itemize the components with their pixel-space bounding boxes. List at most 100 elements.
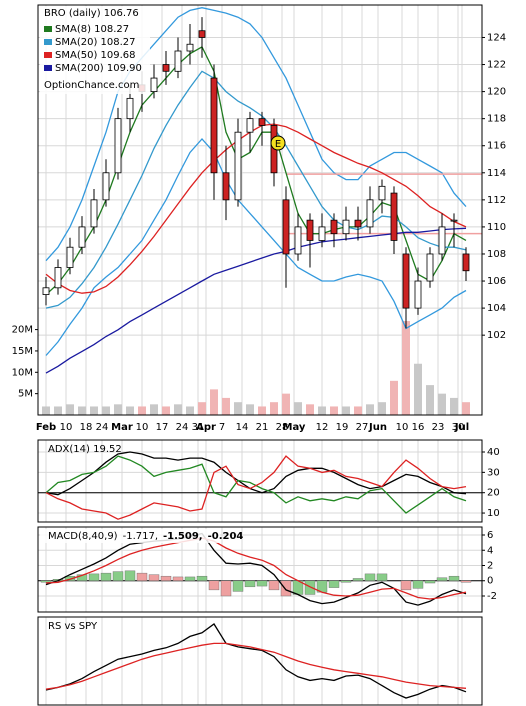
volume-bar: [258, 406, 266, 415]
candle-body: [114, 118, 122, 174]
x-tick-label: 23: [432, 422, 445, 433]
candle-body: [102, 172, 110, 201]
legend-label: SMA(50) 109.68: [55, 50, 136, 61]
volume-bar: [198, 402, 206, 415]
legend-swatch: [44, 26, 52, 32]
chart-title: BRO (daily) 106.76: [44, 8, 139, 19]
volume-bar: [294, 402, 302, 415]
bollinger-band: [45, 7, 467, 262]
histogram-bar: [280, 580, 292, 597]
x-tick-label: Apr: [196, 422, 216, 433]
histogram-bar: [124, 570, 136, 581]
candle-body: [294, 226, 302, 255]
volume-bar: [462, 402, 470, 415]
panel-frame: [37, 439, 483, 523]
y2-tick-label: 15M: [12, 346, 33, 357]
histogram-bar: [136, 572, 148, 581]
y-tick-label: 20: [487, 488, 500, 499]
volume-bar: [150, 404, 158, 415]
legend-swatch: [44, 65, 52, 71]
y-tick-label: 104: [487, 303, 506, 314]
event-marker: [270, 135, 286, 151]
legend-label: SMA(20) 108.27: [55, 37, 136, 48]
histogram-bar: [448, 575, 460, 581]
histogram-bar: [148, 574, 160, 581]
volume-bar: [174, 404, 182, 415]
y-tick-label: 106: [487, 276, 506, 287]
volume-bar: [234, 402, 242, 415]
candle-body: [438, 226, 446, 255]
x-tick-label: 10: [396, 422, 409, 433]
event-label: E: [275, 139, 281, 150]
y-tick-label: 108: [487, 249, 506, 260]
histogram-bar: [220, 580, 232, 597]
volume-bar: [246, 404, 254, 415]
y2-tick-label: 5M: [18, 389, 33, 400]
volume-bar: [186, 406, 194, 415]
series-line: [45, 642, 467, 690]
x-tick-label: 12: [316, 422, 329, 433]
legend-box: [40, 6, 150, 94]
legend-swatch: [44, 39, 52, 45]
histogram-bar: [256, 580, 268, 587]
histogram-bar: [244, 580, 256, 588]
y2-tick-label: 20M: [12, 325, 33, 336]
histogram-bar: [412, 580, 424, 589]
panel-title: MACD(8,40,9): [48, 531, 118, 542]
histogram-bar: [184, 576, 196, 581]
macd-value: -1.509,: [163, 531, 203, 542]
volume-bar: [54, 406, 62, 415]
bollinger-band: [45, 138, 467, 356]
candle-body: [282, 199, 290, 255]
histogram-bar: [364, 573, 376, 581]
candle-body: [66, 246, 74, 268]
volume-bar: [330, 406, 338, 415]
x-tick-label: 24: [176, 422, 189, 433]
histogram-bar: [268, 580, 280, 591]
x-tick-label: 16: [412, 422, 425, 433]
y-tick-label: 102: [487, 330, 506, 341]
x-tick-label: 10: [136, 422, 149, 433]
x-tick-label: Jun: [368, 422, 387, 433]
candle-body: [162, 64, 170, 72]
y-tick-label: 110: [487, 222, 506, 233]
histogram-bar: [328, 580, 340, 588]
histogram-bar: [64, 575, 76, 581]
volume-bar: [102, 406, 110, 415]
y-tick-label: 2: [487, 560, 493, 571]
histogram-bar: [340, 580, 352, 583]
candle-body: [462, 253, 470, 272]
histogram-bar: [232, 580, 244, 592]
volume-bar: [438, 393, 446, 415]
candle-body: [150, 77, 158, 93]
candle-body: [378, 185, 386, 201]
x-tick-label: 7: [219, 422, 225, 433]
volume-bar: [378, 402, 386, 415]
volume-bar: [342, 406, 350, 415]
candle-body: [354, 219, 362, 228]
volume-bar: [306, 404, 314, 415]
volume-bar: [450, 397, 458, 415]
y-tick-label: 116: [487, 141, 506, 152]
candle-body: [258, 118, 266, 126]
histogram-bar: [424, 580, 436, 584]
candle-body: [198, 30, 206, 38]
histogram-bar: [460, 580, 472, 583]
volume-bar: [90, 406, 98, 415]
y-tick-label: 30: [487, 467, 500, 478]
y-tick-label: 10: [487, 508, 500, 519]
volume-bar: [402, 321, 410, 415]
source-label: OptionChance.com: [44, 80, 139, 91]
volume-bar: [390, 380, 398, 415]
series-line: [45, 623, 467, 699]
y-tick-label: 4: [487, 545, 493, 556]
panel-frame: [37, 4, 483, 416]
histogram-bar: [172, 576, 184, 581]
histogram-bar: [376, 573, 388, 581]
histogram-bar: [100, 572, 112, 581]
macd-value: -1.717,: [123, 531, 158, 542]
x-tick-label: 19: [336, 422, 349, 433]
x-tick-label: Mar: [111, 422, 133, 433]
macd-value: -0.204: [208, 531, 244, 542]
x-tick-label: 24: [96, 422, 109, 433]
